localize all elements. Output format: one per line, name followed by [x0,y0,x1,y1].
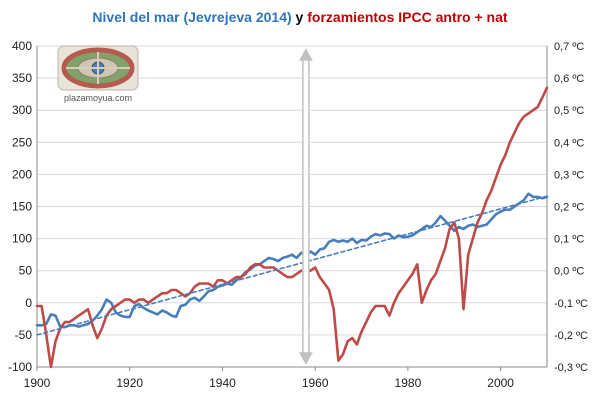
title-sea-level: Nivel del mar (Jevrejeva 2014) [92,9,291,25]
series-line-forcing [35,86,549,369]
y-right-tick-label: 0,6 ºC [554,73,584,85]
x-tick-label: 1960 [302,376,329,390]
title-forcing: forzamientos IPCC antro + nat [307,9,508,25]
y-left-tick-label: 100 [12,232,32,246]
axes [36,46,548,371]
y-right-tick-label: 0,3 ºC [554,169,584,181]
tick-labels: -100 -50 0 50 100 150 200 250 300 350 400 -0,3 ºC -0… [8,39,588,390]
logo-text: plazamoyua.com [64,93,132,103]
y-right-tick-label: 0,0 ºC [554,266,584,278]
x-tick-label: 1940 [209,376,236,390]
y-left-tick-label: -100 [8,360,32,374]
y-right-tick-label: 0,2 ºC [554,202,584,214]
annotations [299,48,313,365]
y-left-tick-label: 350 [12,71,32,85]
chart-title: Nivel del mar (Jevrejeva 2014) y forzami… [92,9,507,25]
y-left-tick-label: 250 [12,135,32,149]
y-left-tick-label: -50 [15,328,33,342]
y-left-tick-label: 300 [12,103,32,117]
y-right-tick-label: -0,2 ºC [554,330,588,342]
arrow-shaft [302,58,310,355]
arrow-head-bottom [299,352,313,365]
x-tick-label: 1980 [395,376,422,390]
y-right-tick-label: 0,4 ºC [554,137,584,149]
y-right-tick-label: -0,1 ºC [554,298,588,310]
series-line-sea-level [35,192,549,329]
title-connector: y [292,9,308,25]
logo-paths [66,52,130,84]
arrow-head-top [299,48,313,61]
y-right-tick-label: 0,7 ºC [554,41,584,53]
x-tick-label: 1900 [24,376,51,390]
x-tick-label: 1920 [116,376,143,390]
y-left-tick-label: 200 [12,167,32,181]
series [35,86,549,369]
plazamoyua-logo: plazamoyua.com [57,45,139,103]
y-left-tick-label: 0 [25,296,32,310]
y-right-tick-label: 0,1 ºC [554,234,584,246]
y-right-tick-label: -0,3 ºC [554,362,588,374]
y-left-tick-label: 400 [12,39,32,53]
trend-line-sea-level [36,195,548,336]
y-left-tick-label: 50 [19,264,33,278]
y-left-tick-label: 150 [12,200,32,214]
x-tick-label: 2000 [487,376,514,390]
y-right-tick-label: 0,5 ºC [554,105,584,117]
